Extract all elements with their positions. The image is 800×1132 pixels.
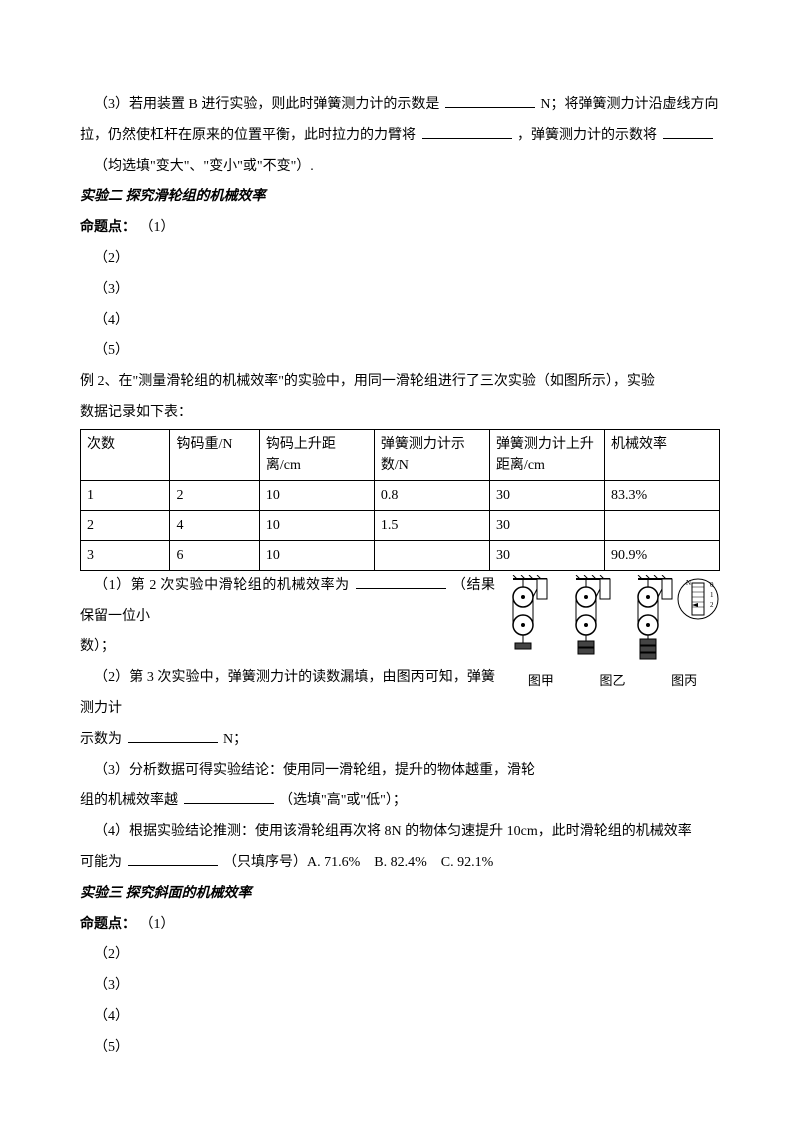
cmd-points-2: 命题点： （1） xyxy=(80,213,720,244)
text: （只填序号）A. 71.6% B. 82.4% C. 92.1% xyxy=(223,855,493,870)
td xyxy=(604,510,719,540)
blank xyxy=(128,851,218,866)
text: 例 2、在"测量滑轮组的机械效率"的实验中，用同一滑轮组进行了三次实验（如图所示… xyxy=(80,374,655,389)
figure-captions: 图甲 图乙 图丙 xyxy=(505,667,720,696)
td: 2 xyxy=(81,510,170,540)
td: 10 xyxy=(259,510,374,540)
td: 4 xyxy=(170,510,259,540)
td: 30 xyxy=(489,510,604,540)
cmd-item: （4） xyxy=(80,306,720,337)
caption: 图乙 xyxy=(577,667,649,696)
text: （4）根据实验结论推测：使用该滑轮组再次将 8N 的物体匀速提升 10cm，此时… xyxy=(94,824,692,839)
td: 2 xyxy=(170,480,259,510)
cmd-points-3: 命题点： （1） xyxy=(80,910,720,941)
cmd-label: 命题点： xyxy=(80,220,136,235)
text: 数）； xyxy=(80,639,115,654)
cmd-item: （2） xyxy=(80,940,720,971)
caption: 图丙 xyxy=(648,667,720,696)
blank xyxy=(422,124,512,139)
text: （选填"高"或"低"）； xyxy=(279,793,407,808)
blank xyxy=(184,789,274,804)
td: 10 xyxy=(259,480,374,510)
para-3b: 拉，仍然使杠杆在原来的位置平衡，此时拉力的力臂将 ，弹簧测力计的示数将 xyxy=(80,121,720,152)
table-row: 1 2 10 0.8 30 83.3% xyxy=(81,480,720,510)
svg-text:N: N xyxy=(686,579,691,587)
pulley-yi xyxy=(568,575,618,665)
q3b: 组的机械效率越 （选填"高"或"低"）； xyxy=(80,786,720,817)
text: （2）第 3 次实验中，弹簧测力计的读数漏填，由图丙可知，弹簧测力计 xyxy=(80,670,495,716)
td: 10 xyxy=(259,540,374,570)
blank xyxy=(356,574,446,589)
table-row: 2 4 10 1.5 30 xyxy=(81,510,720,540)
page: （3）若用装置 B 进行实验，则此时弹簧测力计的示数是 N；将弹簧测力计沿虚线方… xyxy=(0,0,800,1104)
td: 90.9% xyxy=(604,540,719,570)
blank xyxy=(663,124,713,139)
text: 示数为 xyxy=(80,732,122,747)
cmd-item: （1） xyxy=(140,917,175,932)
text: 可能为 xyxy=(80,855,122,870)
table-row: 3 6 10 30 90.9% xyxy=(81,540,720,570)
pulley-bing: N 0 1 2 xyxy=(630,575,720,665)
para-3: （3）若用装置 B 进行实验，则此时弹簧测力计的示数是 N；将弹簧测力计沿虚线方… xyxy=(80,90,720,121)
content-with-figure: N 0 1 2 图甲 图乙 图丙 xyxy=(80,571,720,817)
text: （3）若用装置 B 进行实验，则此时弹簧测力计的示数是 xyxy=(94,97,439,112)
cmd-item: （3） xyxy=(80,275,720,306)
example2-intro2: 数据记录如下表： xyxy=(80,398,720,429)
text: （3）分析数据可得实验结论：使用同一滑轮组，提升的物体越重，滑轮 xyxy=(94,763,535,778)
text: 组的机械效率越 xyxy=(80,793,178,808)
td: 3 xyxy=(81,540,170,570)
heading-exp2: 实验二 探究滑轮组的机械效率 xyxy=(80,182,720,213)
text: （1）第 2 次实验中滑轮组的机械效率为 xyxy=(94,578,350,593)
th: 机械效率 xyxy=(604,429,719,480)
example2-intro: 例 2、在"测量滑轮组的机械效率"的实验中，用同一滑轮组进行了三次实验（如图所示… xyxy=(80,367,720,398)
cmd-label: 命题点： xyxy=(80,917,136,932)
para-3c: （均选填"变大"、"变小"或"不变"）. xyxy=(80,152,720,183)
q4b: 可能为 （只填序号）A. 71.6% B. 82.4% C. 92.1% xyxy=(80,848,720,879)
svg-text:2: 2 xyxy=(710,601,714,609)
text: N；将弹簧测力计沿虚线方向 xyxy=(540,97,718,112)
q4: （4）根据实验结论推测：使用该滑轮组再次将 8N 的物体匀速提升 10cm，此时… xyxy=(80,817,720,848)
td: 83.3% xyxy=(604,480,719,510)
caption: 图甲 xyxy=(505,667,577,696)
td: 0.8 xyxy=(374,480,489,510)
td xyxy=(374,540,489,570)
heading-exp3: 实验三 探究斜面的机械效率 xyxy=(80,879,720,910)
q3: （3）分析数据可得实验结论：使用同一滑轮组，提升的物体越重，滑轮 xyxy=(80,756,720,787)
cmd-item: （5） xyxy=(80,336,720,367)
text: N； xyxy=(223,732,247,747)
th: 弹簧测力计示数/N xyxy=(374,429,489,480)
text: 数据记录如下表： xyxy=(80,405,192,420)
pulley-icon xyxy=(505,575,555,665)
cmd-item: （2） xyxy=(80,244,720,275)
td: 6 xyxy=(170,540,259,570)
blank xyxy=(445,93,535,108)
td: 30 xyxy=(489,540,604,570)
table-header-row: 次数 钩码重/N 钩码上升距离/cm 弹簧测力计示数/N 弹簧测力计上升距离/c… xyxy=(81,429,720,480)
q2b: 示数为 N； xyxy=(80,725,720,756)
th: 次数 xyxy=(81,429,170,480)
cmd-item: （4） xyxy=(80,1002,720,1033)
td: 1.5 xyxy=(374,510,489,540)
svg-text:1: 1 xyxy=(710,591,714,599)
data-table: 次数 钩码重/N 钩码上升距离/cm 弹簧测力计示数/N 弹簧测力计上升距离/c… xyxy=(80,429,720,571)
svg-text:0: 0 xyxy=(710,581,714,589)
cmd-item: （3） xyxy=(80,971,720,1002)
pulley-jia xyxy=(505,575,555,665)
th: 弹簧测力计上升距离/cm xyxy=(489,429,604,480)
text: ，弹簧测力计的示数将 xyxy=(517,128,657,143)
pulley-figure: N 0 1 2 图甲 图乙 图丙 xyxy=(505,575,720,696)
cmd-item: （5） xyxy=(80,1033,720,1064)
th: 钩码重/N xyxy=(170,429,259,480)
td: 1 xyxy=(81,480,170,510)
text: （均选填"变大"、"变小"或"不变"）. xyxy=(94,159,314,174)
text: 拉，仍然使杠杆在原来的位置平衡，此时拉力的力臂将 xyxy=(80,128,416,143)
th: 钩码上升距离/cm xyxy=(259,429,374,480)
cmd-item: （1） xyxy=(140,220,175,235)
td: 30 xyxy=(489,480,604,510)
pulley-icon: N 0 1 2 xyxy=(630,575,720,665)
blank xyxy=(128,728,218,743)
pulley-icon xyxy=(568,575,618,665)
